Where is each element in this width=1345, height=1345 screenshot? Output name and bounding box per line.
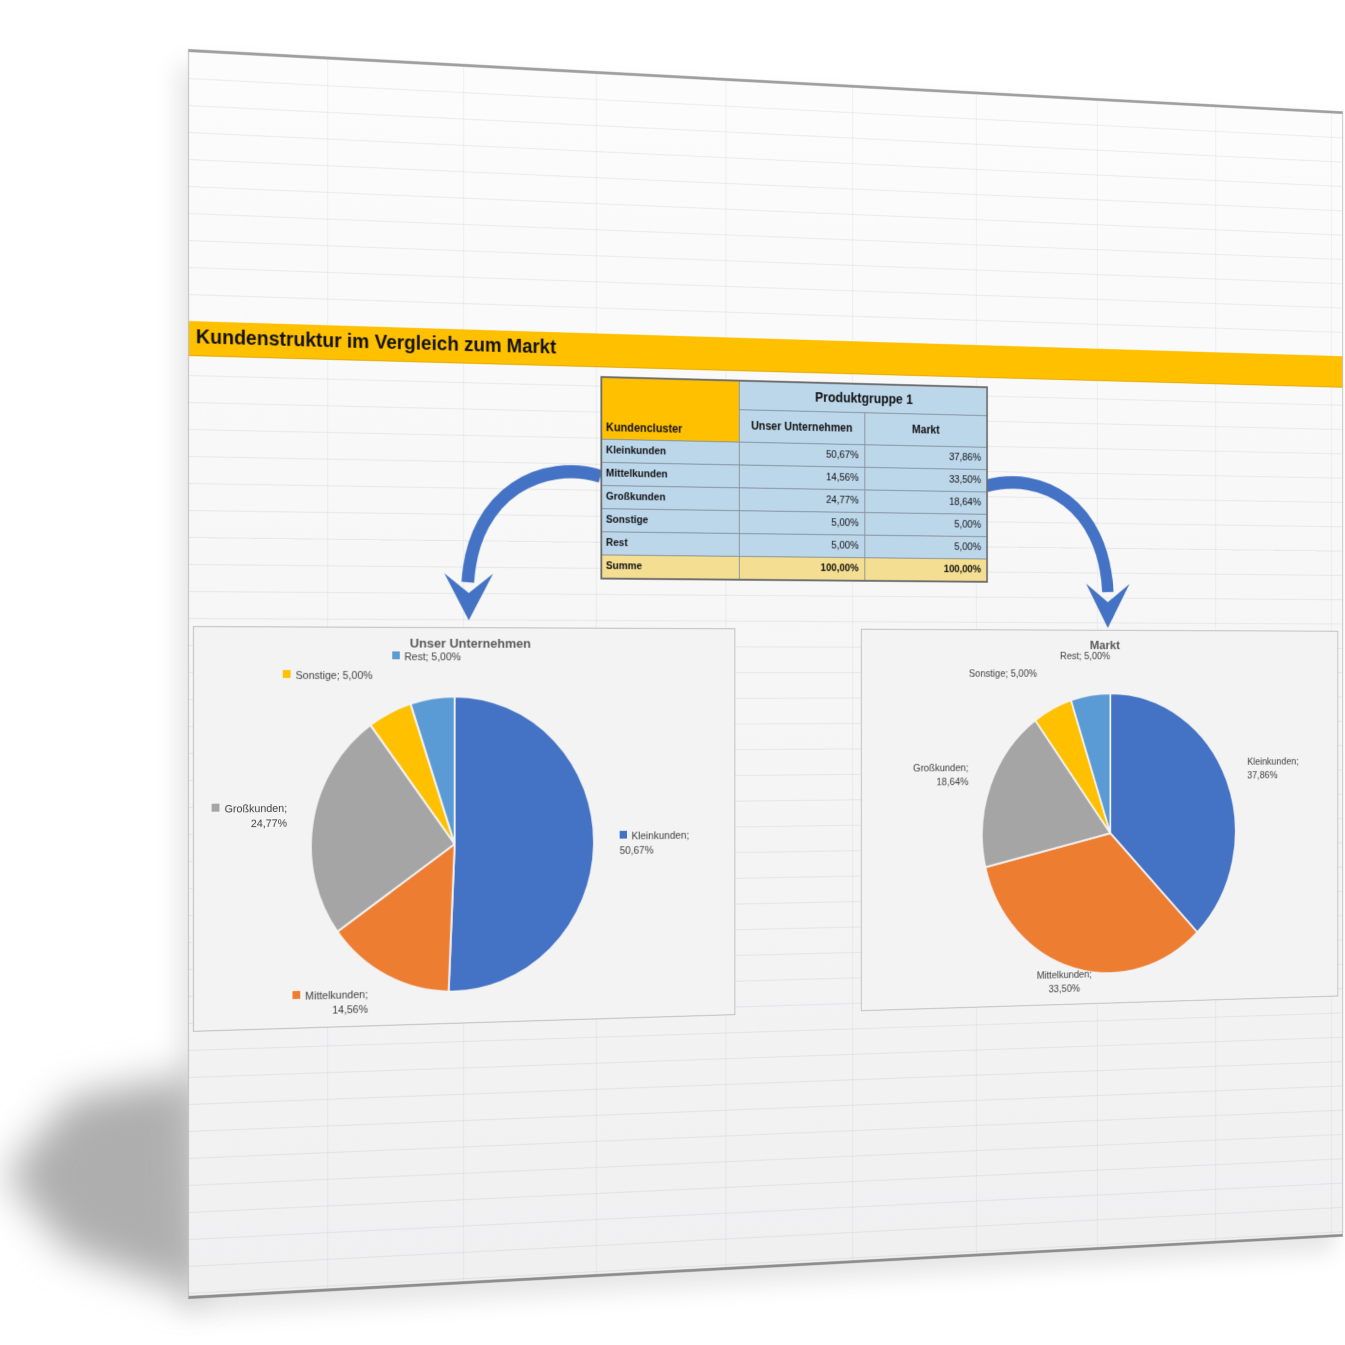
pie-slice-sonstige[interactable] [371, 704, 455, 846]
pie-data-label: Großkunden; 18,64% [913, 763, 969, 789]
cell-total-label[interactable]: Summe [601, 554, 739, 580]
pie-slice-rest[interactable] [411, 696, 455, 844]
cell-value[interactable]: 5,00% [864, 534, 988, 559]
cell-row-label[interactable]: Mittelkunden [601, 461, 739, 488]
cell-value[interactable]: 5,00% [738, 533, 865, 558]
cell-col-unser-unternehmen[interactable]: Unser Unternehmen [738, 409, 865, 445]
pie-plot [194, 627, 735, 1031]
pie-data-label: Sonstige; 5,00% [159, 669, 373, 684]
pie-slice-mittelkunden[interactable] [337, 844, 454, 995]
cell-col-markt[interactable]: Markt [864, 412, 988, 447]
cell-row-label[interactable]: Rest [601, 531, 739, 556]
pie-data-label: Sonstige; 5,00% [968, 668, 1038, 680]
spreadsheet-page: Kundenstruktur im Vergleich zum Markt Ku… [188, 49, 1344, 1299]
pie-slice-großkunden[interactable] [982, 720, 1110, 867]
cell-total-value[interactable]: 100,00% [864, 557, 988, 582]
pie-data-label: Kleinkunden; 50,67% [619, 829, 690, 857]
cell-kundencluster[interactable]: Kundencluster [601, 376, 739, 442]
cell-value[interactable]: 5,00% [864, 512, 988, 537]
legend-key-icon [619, 830, 627, 839]
cell-total-value[interactable]: 100,00% [738, 555, 865, 581]
customer-structure-table: Kundencluster Produktgruppe 1 Unser Unte… [600, 376, 988, 583]
pie-data-label: Kleinkunden; 37,86% [1247, 756, 1299, 782]
pie-data-label: Großkunden; 24,77% [70, 802, 287, 835]
table-total-row: Summe 100,00% 100,00% [601, 554, 988, 582]
pie-data-label: Rest; 5,00% [322, 651, 530, 666]
legend-key-icon [391, 651, 400, 660]
cell-row-label[interactable]: Sonstige [601, 508, 739, 534]
pie-slice-mittelkunden[interactable] [985, 832, 1197, 977]
pie-plot [862, 630, 1338, 1010]
legend-key-icon [211, 803, 220, 812]
cell-value[interactable]: 37,86% [864, 444, 988, 470]
cell-value[interactable]: 5,00% [738, 510, 865, 535]
legend-key-icon [292, 990, 301, 1000]
cell-value[interactable]: 33,50% [864, 466, 988, 492]
cell-value[interactable]: 18,64% [864, 489, 988, 514]
chart-unser-unternehmen[interactable]: Unser Unternehmen Kleinkunden; 50,67% Mitt… [192, 626, 736, 1032]
legend-key-icon [282, 669, 291, 678]
cell-value[interactable]: 14,56% [738, 464, 865, 490]
pie-data-label: Rest; 5,00% [1060, 651, 1111, 663]
cell-value[interactable]: 50,67% [738, 441, 865, 467]
cell-row-label[interactable]: Großkunden [601, 484, 739, 511]
pie-data-label: Mittelkunden; 33,50% [1036, 969, 1092, 996]
chart-title: Unser Unternehmen [409, 635, 531, 651]
cell-row-label[interactable]: Kleinkunden [601, 438, 739, 465]
cell-value[interactable]: 24,77% [738, 487, 865, 513]
chart-markt[interactable]: Markt Kleinkunden; 37,86% Mittelkunden; 33,… [860, 628, 1339, 1012]
pie-slice-kleinkunden[interactable] [449, 696, 594, 991]
